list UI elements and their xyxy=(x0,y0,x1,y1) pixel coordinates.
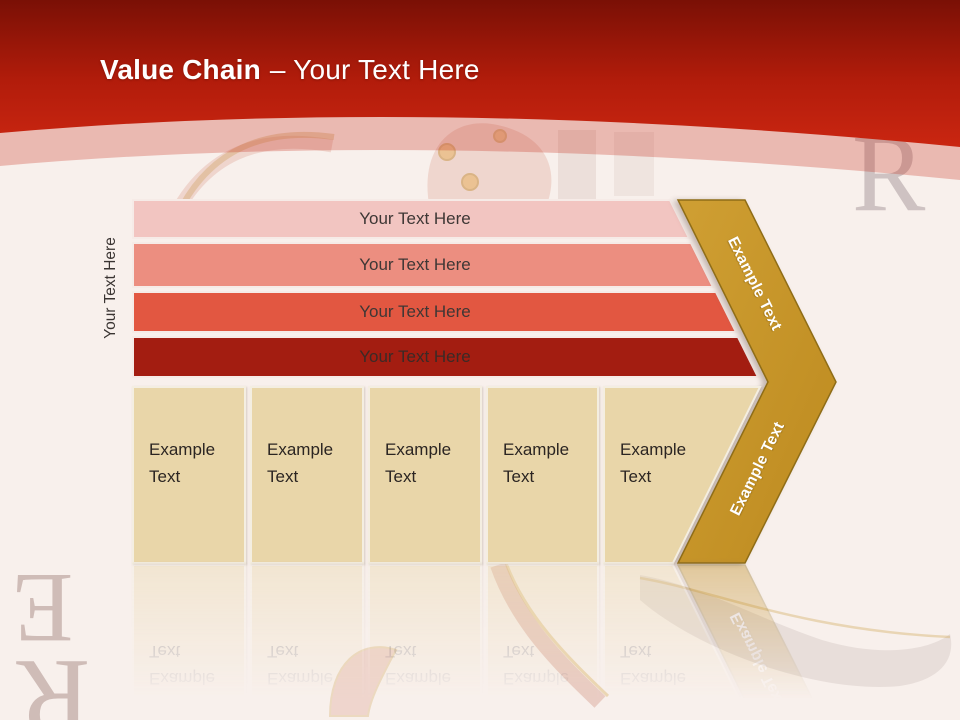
slide-title-rest: – Your Text Here xyxy=(269,54,480,85)
watermark-dot xyxy=(438,143,456,161)
bar-label-3: Your Text Here xyxy=(359,302,471,321)
box-label-1: Example Text xyxy=(149,440,216,486)
watermark-foot xyxy=(328,646,398,717)
bar-shape-2 xyxy=(132,242,715,288)
box-shape-3 xyxy=(368,386,482,564)
box-label-5: Example Text xyxy=(620,440,687,486)
bar-shape-3 xyxy=(132,291,738,333)
box-label-4: Example Text xyxy=(503,440,570,486)
box-shape-4 xyxy=(486,386,599,564)
header-translucent-band xyxy=(0,0,960,180)
bar-label-4: Your Text Here xyxy=(359,347,471,366)
watermark-arm xyxy=(614,132,654,196)
box-shape-5 xyxy=(603,386,762,564)
bar-label-1: Your Text Here xyxy=(359,209,471,228)
watermark-leg-outline xyxy=(504,562,610,698)
box-label-2: Example Text xyxy=(267,440,334,486)
watermark-ribbon-gold xyxy=(179,131,335,208)
watermark-letter-r-top-right: R xyxy=(852,112,926,234)
box-shape-1 xyxy=(132,386,246,564)
slide-title-bold: Value Chain xyxy=(100,54,261,85)
watermark-dot xyxy=(493,129,507,143)
watermark-dot xyxy=(461,173,479,191)
arrow-lower-label: Example Text xyxy=(727,419,788,519)
slide-title: Value Chain – Your Text Here xyxy=(100,54,480,86)
header-curve xyxy=(0,0,960,180)
boxes-arrow-layer: Example Text Example Text Example Text E… xyxy=(0,408,960,720)
box-label-3: Example Text xyxy=(385,440,452,486)
watermark-swoosh-outline xyxy=(639,576,951,639)
watermark-swoosh xyxy=(640,575,952,687)
watermark-leg xyxy=(490,562,606,708)
watermark-ribbon-salmon xyxy=(169,135,334,219)
bar-shape-4 xyxy=(132,336,760,378)
watermark-letter-e-bottom-left: E xyxy=(12,553,74,664)
bar-label-2: Your Text Here xyxy=(359,255,471,274)
watermark-torso xyxy=(427,123,552,210)
bar-shape-1 xyxy=(132,199,691,239)
left-axis-label: Your Text Here xyxy=(102,237,119,339)
watermark-arm xyxy=(558,130,596,200)
box-shape-2 xyxy=(250,386,364,564)
arrow-upper-label: Example Text xyxy=(723,234,785,334)
watermark-letter-r-bottom-left: R xyxy=(16,636,91,720)
value-arrow-shape xyxy=(676,199,837,564)
header-red-shape xyxy=(0,0,960,147)
